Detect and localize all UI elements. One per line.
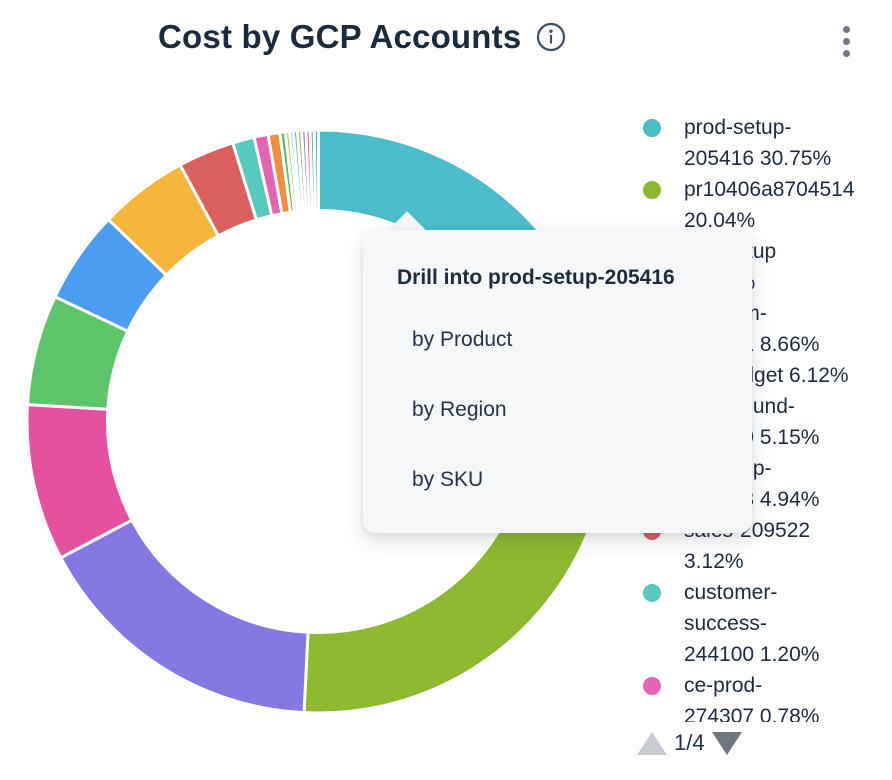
legend-pagination: 1/4 xyxy=(637,731,742,755)
legend-item[interactable]: prod-setup- 205416 30.75% xyxy=(643,112,892,174)
legend-label: customer-success- 244100 1.20% xyxy=(684,581,820,666)
kebab-menu-icon[interactable] xyxy=(838,22,854,60)
page-up-icon[interactable] xyxy=(637,731,667,755)
drill-by-sku[interactable]: by SKU xyxy=(412,468,484,491)
legend-dot-icon xyxy=(643,181,661,199)
legend-dot-icon xyxy=(643,119,661,137)
tooltip-title: Drill into prod-setup-205416 xyxy=(397,266,675,289)
widget-header: Cost by GCP Accounts xyxy=(158,18,567,56)
page-title: Cost by GCP Accounts xyxy=(158,18,522,55)
donut-slice-dev-setup[interactable] xyxy=(59,518,310,715)
drill-by-product[interactable]: by Product xyxy=(412,328,513,351)
legend-item[interactable]: customer-success- 244100 1.20% xyxy=(643,577,892,670)
legend-dot-icon xyxy=(643,584,661,602)
donut-slice-other-10[interactable] xyxy=(312,128,320,213)
page-down-icon[interactable] xyxy=(711,731,742,755)
drill-tooltip: Drill into prod-setup-205416 by Product … xyxy=(363,230,752,533)
legend-item[interactable]: pr10406a8704514 20.04% xyxy=(643,174,892,236)
legend-label: prod-setup- 205416 30.75% xyxy=(684,116,832,170)
info-icon[interactable] xyxy=(535,21,567,53)
legend-dot-icon xyxy=(643,677,661,695)
page-indicator: 1/4 xyxy=(674,730,705,755)
legend-item[interactable]: ce-prod- 274307 0.78% xyxy=(643,670,892,722)
legend-label: pr10406a8704514 20.04% xyxy=(684,178,855,232)
drill-by-region[interactable]: by Region xyxy=(412,398,507,421)
legend-label: ce-prod- 274307 0.78% xyxy=(684,674,820,722)
